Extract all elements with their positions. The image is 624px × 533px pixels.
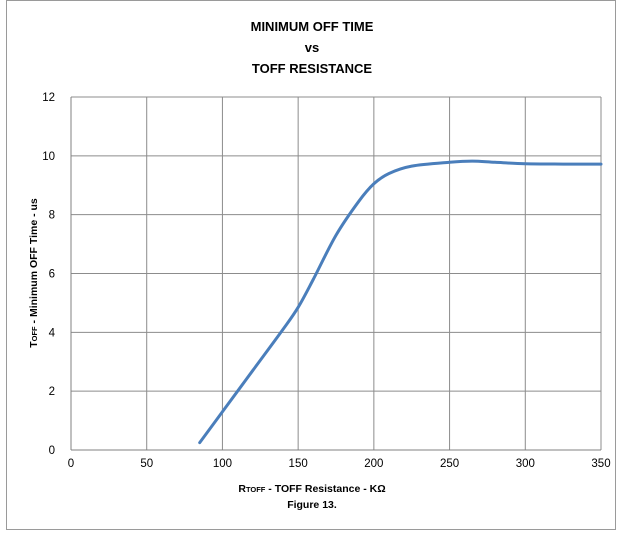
figure-caption: Figure 13. xyxy=(287,499,337,511)
x-tick-label: 300 xyxy=(516,458,535,470)
y-axis-label-sub: OFF xyxy=(30,326,39,342)
x-axis-label-sub: TOFF xyxy=(245,485,266,494)
y-tick-label: 2 xyxy=(49,386,55,398)
y-tick-label: 10 xyxy=(42,151,55,163)
series-line xyxy=(198,159,603,445)
y-tick-label: 4 xyxy=(49,327,56,339)
y-tick-label: 0 xyxy=(49,445,55,457)
x-tick-label: 200 xyxy=(364,458,383,470)
chart-title-line-2: vs xyxy=(304,40,320,55)
x-tick-label: 50 xyxy=(140,458,153,470)
chart-title-line-3: TOFF RESISTANCE xyxy=(251,61,373,76)
y-axis-label-main: T xyxy=(28,341,40,348)
y-tick-label: 8 xyxy=(49,210,55,222)
x-tick-label: 350 xyxy=(591,458,610,470)
y-tick-label: 6 xyxy=(49,269,55,281)
y-axis-label-rest: - Minimum OFF Time - us xyxy=(28,198,40,327)
chart-title-line-1: MINIMUM OFF TIME xyxy=(250,19,374,34)
x-axis-label-main: R xyxy=(238,483,246,495)
x-axis-label-rest: - TOFF Resistance - KΩ xyxy=(265,483,386,495)
x-tick-label: 150 xyxy=(289,458,308,470)
y-axis-label: TOFF - Minimum OFF Time - us xyxy=(28,123,40,423)
x-axis-label: RTOFF - TOFF Resistance - KΩ xyxy=(0,483,624,495)
chart-frame xyxy=(6,0,616,530)
x-tick-label: 100 xyxy=(213,458,232,470)
y-tick-label: 12 xyxy=(42,92,55,104)
x-tick-label: 250 xyxy=(440,458,459,470)
x-tick-label: 0 xyxy=(68,458,74,470)
